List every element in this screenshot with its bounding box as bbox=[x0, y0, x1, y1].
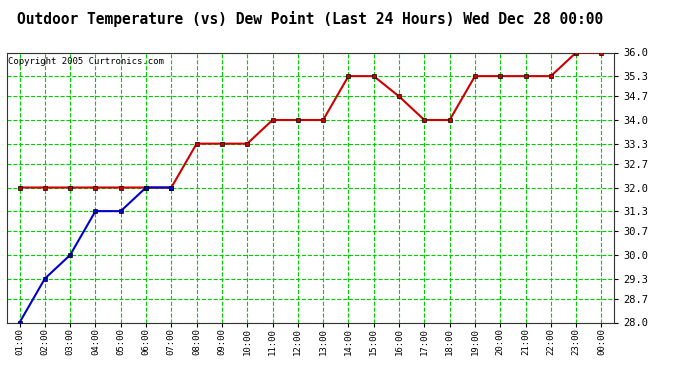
Text: Outdoor Temperature (vs) Dew Point (Last 24 Hours) Wed Dec 28 00:00: Outdoor Temperature (vs) Dew Point (Last… bbox=[17, 11, 604, 27]
Text: Copyright 2005 Curtronics.com: Copyright 2005 Curtronics.com bbox=[8, 57, 164, 66]
